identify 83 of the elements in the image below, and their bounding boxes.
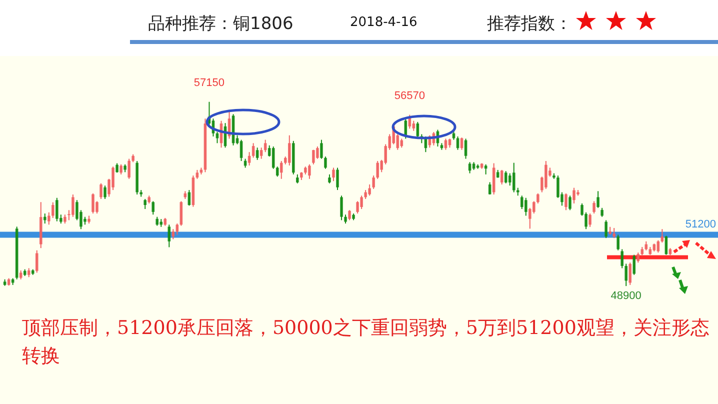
candlestick — [456, 136, 460, 150]
candlestick — [636, 252, 640, 264]
candlestick — [488, 182, 492, 196]
text: 推荐指数： — [487, 13, 572, 35]
candlestick — [372, 175, 375, 190]
candlestick — [324, 156, 327, 170]
candlestick — [568, 195, 572, 211]
candlestick — [35, 250, 38, 274]
candlestick — [368, 184, 371, 196]
candlestick — [288, 134, 291, 166]
candlestick — [340, 195, 343, 221]
candlestick — [172, 228, 175, 240]
candlestick — [320, 139, 323, 160]
candlestick — [264, 139, 267, 153]
candlestick — [272, 146, 275, 170]
chart-subtitle: 2018-4-16 — [350, 15, 418, 30]
candlestick — [404, 118, 408, 140]
candlestick — [484, 164, 488, 175]
annotation: 56570 — [394, 90, 425, 102]
candlestick — [536, 192, 540, 204]
candlestick — [116, 162, 118, 174]
candlestick — [56, 197, 58, 222]
candlestick — [612, 228, 616, 239]
candlestick — [624, 263, 628, 287]
candlestick — [152, 200, 155, 216]
candlestick — [316, 146, 319, 160]
candlestick — [468, 162, 472, 174]
candlestick — [460, 137, 464, 150]
candlestick — [660, 228, 664, 244]
candlestick — [176, 223, 179, 236]
candlestick — [464, 138, 468, 160]
candlestick — [504, 170, 508, 184]
candlestick — [520, 195, 524, 210]
candlestick — [240, 139, 243, 162]
candlestick — [332, 167, 335, 182]
candlestick — [280, 160, 283, 180]
candlestick — [512, 162, 516, 193]
candlestick — [588, 212, 592, 228]
annotation: 57150 — [194, 76, 225, 89]
candlestick — [47, 212, 50, 226]
candlestick — [252, 142, 255, 158]
candlestick — [544, 160, 548, 190]
candlestick — [260, 147, 263, 160]
candlestick — [596, 190, 600, 208]
candlestick — [564, 192, 568, 211]
candlestick — [620, 248, 624, 269]
candlestick — [248, 152, 251, 166]
candlestick — [168, 224, 171, 248]
candlestick — [508, 172, 512, 186]
candlestick — [604, 220, 608, 239]
candlestick — [592, 200, 596, 214]
candlestick — [112, 166, 114, 191]
candlestick — [376, 160, 379, 180]
candlestick — [312, 149, 315, 165]
candlestick — [100, 182, 102, 200]
candlestick — [120, 164, 122, 175]
candlestick — [524, 197, 528, 216]
candlestick — [104, 185, 106, 200]
ref-line-label: 51200 — [685, 218, 716, 231]
chart-title: 品种推荐：铜1806 — [148, 13, 294, 35]
candlestick — [144, 198, 146, 210]
candlestick — [444, 138, 448, 150]
candlestick — [256, 147, 259, 160]
candlestick — [128, 158, 130, 180]
candlestick — [52, 202, 54, 218]
candlestick — [308, 164, 311, 180]
candlestick — [92, 192, 94, 214]
annotation: 48900 — [610, 290, 642, 302]
candlestick — [356, 200, 359, 214]
candlestick — [412, 120, 416, 132]
candlestick — [572, 187, 576, 204]
candlestick — [616, 234, 620, 251]
text: 顶部压制，51200承压回落，50000之下重回弱势，5万到51200观望，关注形态转换 — [22, 316, 710, 369]
candlestick — [43, 212, 46, 224]
candlestick — [500, 169, 504, 185]
candlestick — [632, 254, 636, 276]
candlestick — [628, 262, 632, 286]
candlestick — [72, 194, 74, 218]
candlestick — [336, 167, 339, 191]
candlestick — [276, 166, 279, 178]
candlestick — [348, 210, 351, 221]
candlestick — [556, 175, 560, 198]
candlestick — [360, 195, 363, 210]
